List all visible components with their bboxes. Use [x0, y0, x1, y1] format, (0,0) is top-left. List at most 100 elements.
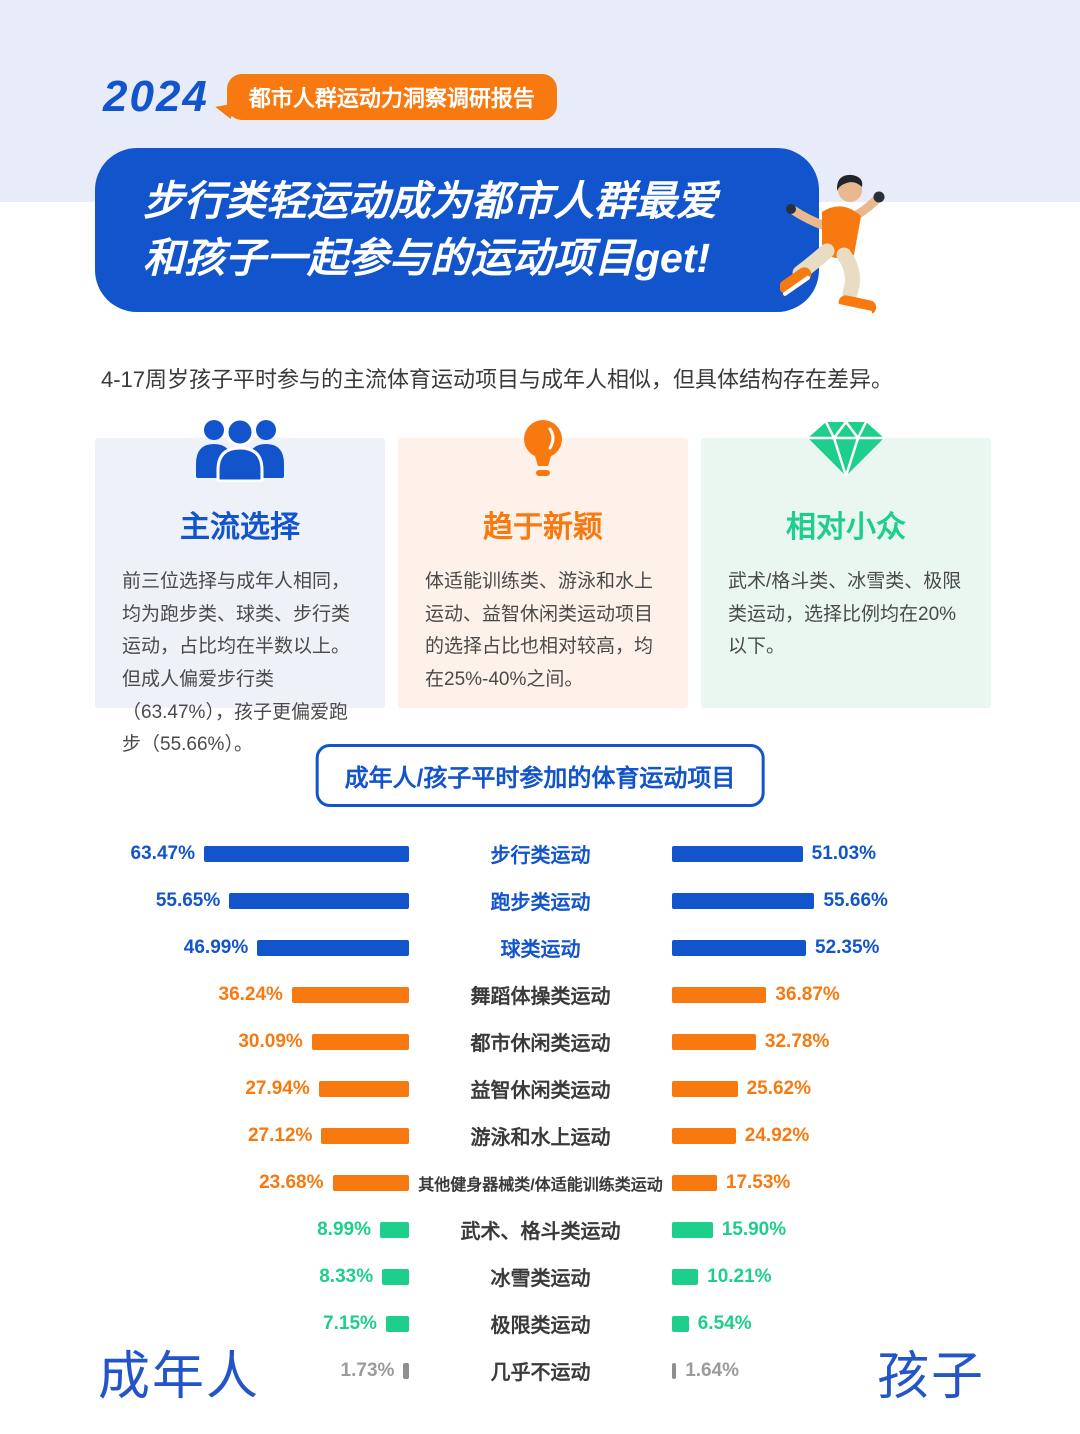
running-person-illustration [780, 174, 885, 315]
child-value-label: 32.78% [764, 1030, 830, 1052]
child-value-label: 51.03% [811, 842, 877, 864]
child-value-label: 1.64% [685, 1359, 740, 1381]
card-trending-novel: 趋于新颖 体适能训练类、游泳和水上运动、益智休闲类运动项目的选择占比也相对较高，… [398, 420, 688, 708]
card-title: 趋于新颖 [483, 511, 603, 544]
chart-row: 7.15% 极限类运动 6.54% [100, 1300, 980, 1347]
category-label: 都市休闲类运动 [470, 1033, 611, 1055]
lightbulb-icon [398, 418, 688, 480]
chart-row: 36.24% 舞蹈体操类运动 36.87% [100, 971, 980, 1018]
adult-bar [318, 1080, 409, 1097]
category-label: 跑步类运动 [490, 892, 591, 914]
category-label: 冰雪类运动 [490, 1268, 591, 1290]
adults-axis-label: 成年人 [98, 1349, 261, 1406]
child-value-label: 55.66% [823, 889, 888, 911]
child-bar [672, 1033, 756, 1050]
child-value-label: 17.53% [725, 1171, 791, 1193]
chart-row: 55.65% 跑步类运动 55.66% [100, 877, 980, 924]
category-label: 极限类运动 [490, 1315, 591, 1337]
headline-line-2: 和孩子一起参与的运动项目get! [143, 235, 711, 281]
child-bar [672, 1127, 736, 1144]
child-bar [672, 1315, 689, 1332]
category-label: 游泳和水上运动 [470, 1127, 611, 1149]
people-group-icon [95, 418, 385, 482]
card-relatively-niche: 相对小众 武术/格斗类、冰雪类、极限类运动，选择比例均在20%以下。 [701, 419, 991, 708]
adult-bar [204, 845, 409, 862]
chart-row: 8.33% 冰雪类运动 10.21% [100, 1253, 980, 1300]
year-text: 2024 [103, 72, 209, 121]
adult-bar [291, 986, 409, 1003]
children-axis-label: 孩子 [876, 1349, 985, 1406]
adult-bar [382, 1268, 409, 1285]
adult-bar [257, 939, 409, 956]
adult-bar [321, 1127, 409, 1144]
chart-row: 46.99% 球类运动 52.35% [100, 924, 980, 971]
card-mainstream-choice: 主流选择 前三位选择与成年人相同，均为跑步类、球类、步行类运动，占比均在半数以上… [95, 418, 385, 755]
child-value-label: 36.87% [775, 983, 840, 1005]
category-label: 步行类运动 [490, 845, 591, 867]
child-bar [672, 1268, 699, 1285]
child-value-label: 52.35% [815, 936, 880, 958]
category-label: 武术、格斗类运动 [460, 1221, 621, 1243]
child-value-label: 25.62% [746, 1077, 812, 1099]
chart-row: 27.12% 游泳和水上运动 24.92% [100, 1112, 980, 1159]
adult-value-label: 27.94% [245, 1077, 310, 1099]
chart-row: 1.73% 几乎不运动 1.64% [100, 1347, 980, 1394]
intro-text: 4-17周岁孩子平时参与的主流体育运动项目与成年人相似，但具体结构存在差异。 [101, 367, 894, 392]
headline-banner: 步行类轻运动成为都市人群最爱 和孩子一起参与的运动项目get! [95, 148, 819, 312]
card-title: 主流选择 [180, 511, 300, 544]
adult-value-label: 63.47% [130, 842, 195, 864]
chart-row: 27.94% 益智休闲类运动 25.62% [100, 1065, 980, 1112]
adult-bar [385, 1315, 409, 1332]
adult-value-label: 30.09% [238, 1030, 303, 1052]
child-value-label: 6.54% [697, 1312, 752, 1334]
adult-value-label: 46.99% [183, 936, 249, 958]
adult-bar [311, 1033, 409, 1050]
child-bar [672, 845, 803, 862]
category-label: 其他健身器械类/体适能训练类运动 [418, 1176, 663, 1194]
report-logo: 2024 都市人群运动力洞察调研报告 [103, 74, 557, 120]
category-label: 益智休闲类运动 [470, 1080, 611, 1102]
adult-value-label: 1.73% [340, 1359, 395, 1381]
adult-bar [379, 1221, 409, 1238]
chart-row: 30.09% 都市休闲类运动 32.78% [100, 1018, 980, 1065]
chart-row: 23.68% 其他健身器械类/体适能训练类运动 17.53% [100, 1159, 980, 1206]
adult-value-label: 8.33% [319, 1265, 374, 1287]
card-body: 武术/格斗类、冰雪类、极限类运动，选择比例均在20%以下。 [728, 571, 962, 658]
card-body: 体适能训练类、游泳和水上运动、益智休闲类运动项目的选择占比也相对较高，均在25%… [425, 571, 654, 691]
child-bar [672, 1174, 717, 1191]
chart-title: 成年人/孩子平时参加的体育运动项目 [315, 744, 765, 807]
diverging-bar-chart: 63.47% 步行类运动 51.03% 55.65% 跑步类运动 55.66% 46.99%… [100, 830, 980, 1394]
badge-tail-icon [213, 99, 235, 119]
adult-value-label: 55.65% [155, 889, 221, 911]
category-label: 球类运动 [500, 939, 581, 961]
child-bar [672, 986, 767, 1003]
child-bar [672, 939, 807, 956]
chart-row: 63.47% 步行类运动 51.03% [100, 830, 980, 877]
adult-value-label: 23.68% [259, 1171, 324, 1193]
adult-value-label: 7.15% [323, 1312, 377, 1334]
adult-bar [332, 1174, 409, 1191]
category-label: 几乎不运动 [490, 1362, 591, 1384]
adult-value-label: 27.12% [247, 1124, 313, 1146]
report-badge: 都市人群运动力洞察调研报告 [213, 74, 557, 120]
adult-bar [403, 1362, 409, 1379]
chart-row: 8.99% 武术、格斗类运动 15.90% [100, 1206, 980, 1253]
card-title: 相对小众 [786, 511, 906, 544]
category-label: 舞蹈体操类运动 [470, 986, 611, 1008]
adult-bar [229, 892, 409, 909]
card-body: 前三位选择与成年人相同，均为跑步类、球类、步行类运动，占比均在半数以上。但成人偏… [122, 571, 351, 756]
insight-cards: 主流选择 前三位选择与成年人相同，均为跑步类、球类、步行类运动，占比均在半数以上… [95, 418, 991, 755]
child-bar [672, 1362, 677, 1379]
child-bar [672, 892, 815, 909]
diamond-icon [701, 418, 991, 480]
adult-value-label: 36.24% [218, 983, 283, 1005]
adult-value-label: 8.99% [317, 1218, 371, 1240]
child-value-label: 24.92% [744, 1124, 810, 1146]
report-badge-label: 都市人群运动力洞察调研报告 [226, 74, 557, 120]
child-bar [672, 1221, 713, 1238]
headline-line-1: 步行类轻运动成为都市人群最爱 [143, 178, 717, 224]
child-bar [672, 1080, 738, 1097]
child-value-label: 10.21% [707, 1265, 772, 1287]
child-value-label: 15.90% [721, 1218, 787, 1240]
